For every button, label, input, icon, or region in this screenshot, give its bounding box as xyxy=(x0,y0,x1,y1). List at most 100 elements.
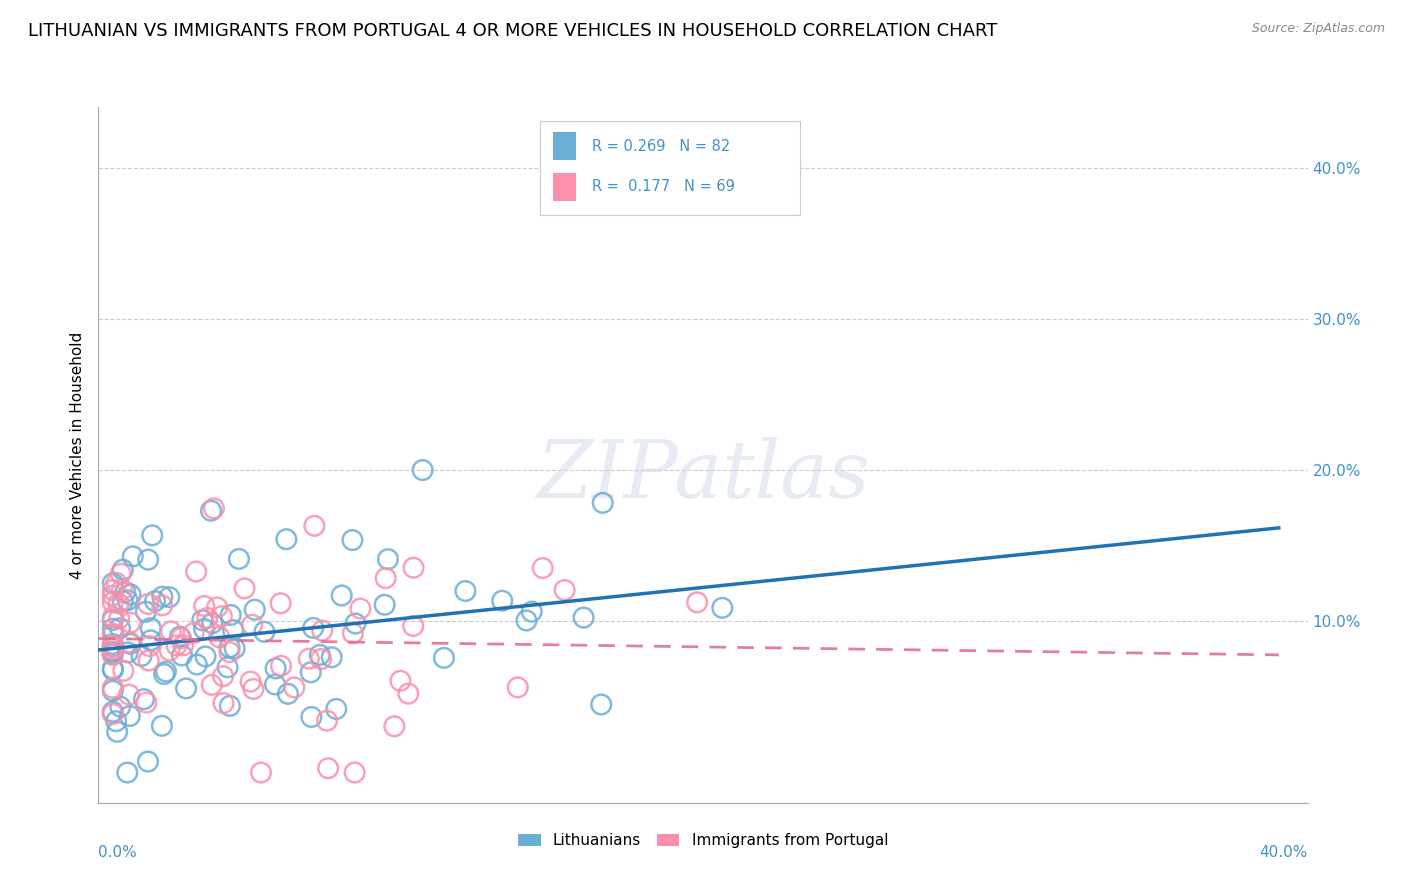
Point xyxy=(186,565,208,579)
Point xyxy=(108,612,131,626)
Point xyxy=(316,761,339,775)
Point xyxy=(174,681,197,696)
Point xyxy=(343,765,366,780)
Point xyxy=(120,587,142,601)
Point xyxy=(139,621,162,635)
Point xyxy=(264,677,287,691)
Point xyxy=(101,642,124,657)
Text: Source: ZipAtlas.com: Source: ZipAtlas.com xyxy=(1251,22,1385,36)
Point xyxy=(433,650,456,665)
Point xyxy=(143,594,166,608)
Point xyxy=(218,698,240,713)
Point xyxy=(155,665,177,679)
Point xyxy=(193,599,215,613)
Point xyxy=(118,688,141,702)
Point xyxy=(304,518,326,533)
Point xyxy=(111,582,134,597)
Point xyxy=(101,610,124,624)
Point xyxy=(572,610,595,624)
Point xyxy=(211,609,233,624)
Point xyxy=(321,650,343,665)
Point xyxy=(299,665,322,680)
Point xyxy=(299,710,322,724)
Point xyxy=(101,647,124,661)
Point xyxy=(208,630,231,644)
Point xyxy=(402,619,425,633)
Point xyxy=(131,648,153,663)
Point xyxy=(554,582,576,597)
Point xyxy=(711,600,734,615)
Point xyxy=(138,639,160,653)
Point xyxy=(243,603,266,617)
Point xyxy=(101,648,124,662)
Point xyxy=(239,674,262,689)
Point xyxy=(101,706,124,721)
Point xyxy=(270,596,292,610)
Point xyxy=(101,626,124,640)
Point xyxy=(491,594,513,608)
Point xyxy=(342,626,364,640)
Point xyxy=(283,681,305,695)
Point xyxy=(105,714,128,729)
Point xyxy=(330,589,353,603)
Point xyxy=(377,552,399,566)
Point xyxy=(101,595,124,609)
Point xyxy=(111,594,134,608)
Text: 40.0%: 40.0% xyxy=(1260,845,1308,860)
Point xyxy=(219,607,242,622)
Point xyxy=(135,696,157,710)
Text: ZIPatlas: ZIPatlas xyxy=(536,437,870,515)
Point xyxy=(150,719,173,733)
Point xyxy=(101,645,124,659)
Point xyxy=(374,598,396,612)
Point xyxy=(218,640,240,655)
Point xyxy=(531,561,554,575)
Point xyxy=(159,643,181,657)
Text: 0.0%: 0.0% xyxy=(98,845,138,860)
Point xyxy=(228,552,250,566)
Point xyxy=(349,601,371,615)
Point xyxy=(101,637,124,651)
Point xyxy=(157,590,180,604)
Point xyxy=(277,687,299,701)
Point xyxy=(520,605,543,619)
Point xyxy=(454,584,477,599)
Point xyxy=(117,645,139,659)
Point xyxy=(222,623,245,637)
Point xyxy=(112,664,135,678)
Point xyxy=(153,667,176,681)
Point xyxy=(101,681,124,695)
Point xyxy=(105,575,128,590)
Point xyxy=(342,533,364,547)
Point xyxy=(311,624,333,638)
Legend: Lithuanians, Immigrants from Portugal: Lithuanians, Immigrants from Portugal xyxy=(512,827,894,855)
Y-axis label: 4 or more Vehicles in Household: 4 or more Vehicles in Household xyxy=(70,331,86,579)
Point xyxy=(107,596,129,610)
Point xyxy=(325,702,347,716)
Point xyxy=(170,631,193,645)
Point xyxy=(591,698,613,712)
Point xyxy=(202,501,225,516)
Point xyxy=(592,496,614,510)
Text: LITHUANIAN VS IMMIGRANTS FROM PORTUGAL 4 OR MORE VEHICLES IN HOUSEHOLD CORRELATI: LITHUANIAN VS IMMIGRANTS FROM PORTUGAL 4… xyxy=(28,22,997,40)
Point xyxy=(195,611,218,625)
Point xyxy=(253,624,276,639)
Point xyxy=(101,640,124,654)
Point xyxy=(191,613,214,627)
Point xyxy=(264,661,287,675)
Point xyxy=(506,681,529,695)
Point xyxy=(384,719,406,733)
Point xyxy=(101,705,124,719)
Point xyxy=(121,549,143,564)
Point xyxy=(242,681,264,696)
Point xyxy=(101,622,124,636)
Point xyxy=(136,552,159,566)
Point xyxy=(160,624,183,639)
Point xyxy=(139,633,162,648)
Point xyxy=(101,683,124,698)
Point xyxy=(212,696,235,710)
Point xyxy=(150,599,173,613)
Point xyxy=(169,630,191,644)
Point xyxy=(111,563,134,577)
Point xyxy=(118,709,141,723)
